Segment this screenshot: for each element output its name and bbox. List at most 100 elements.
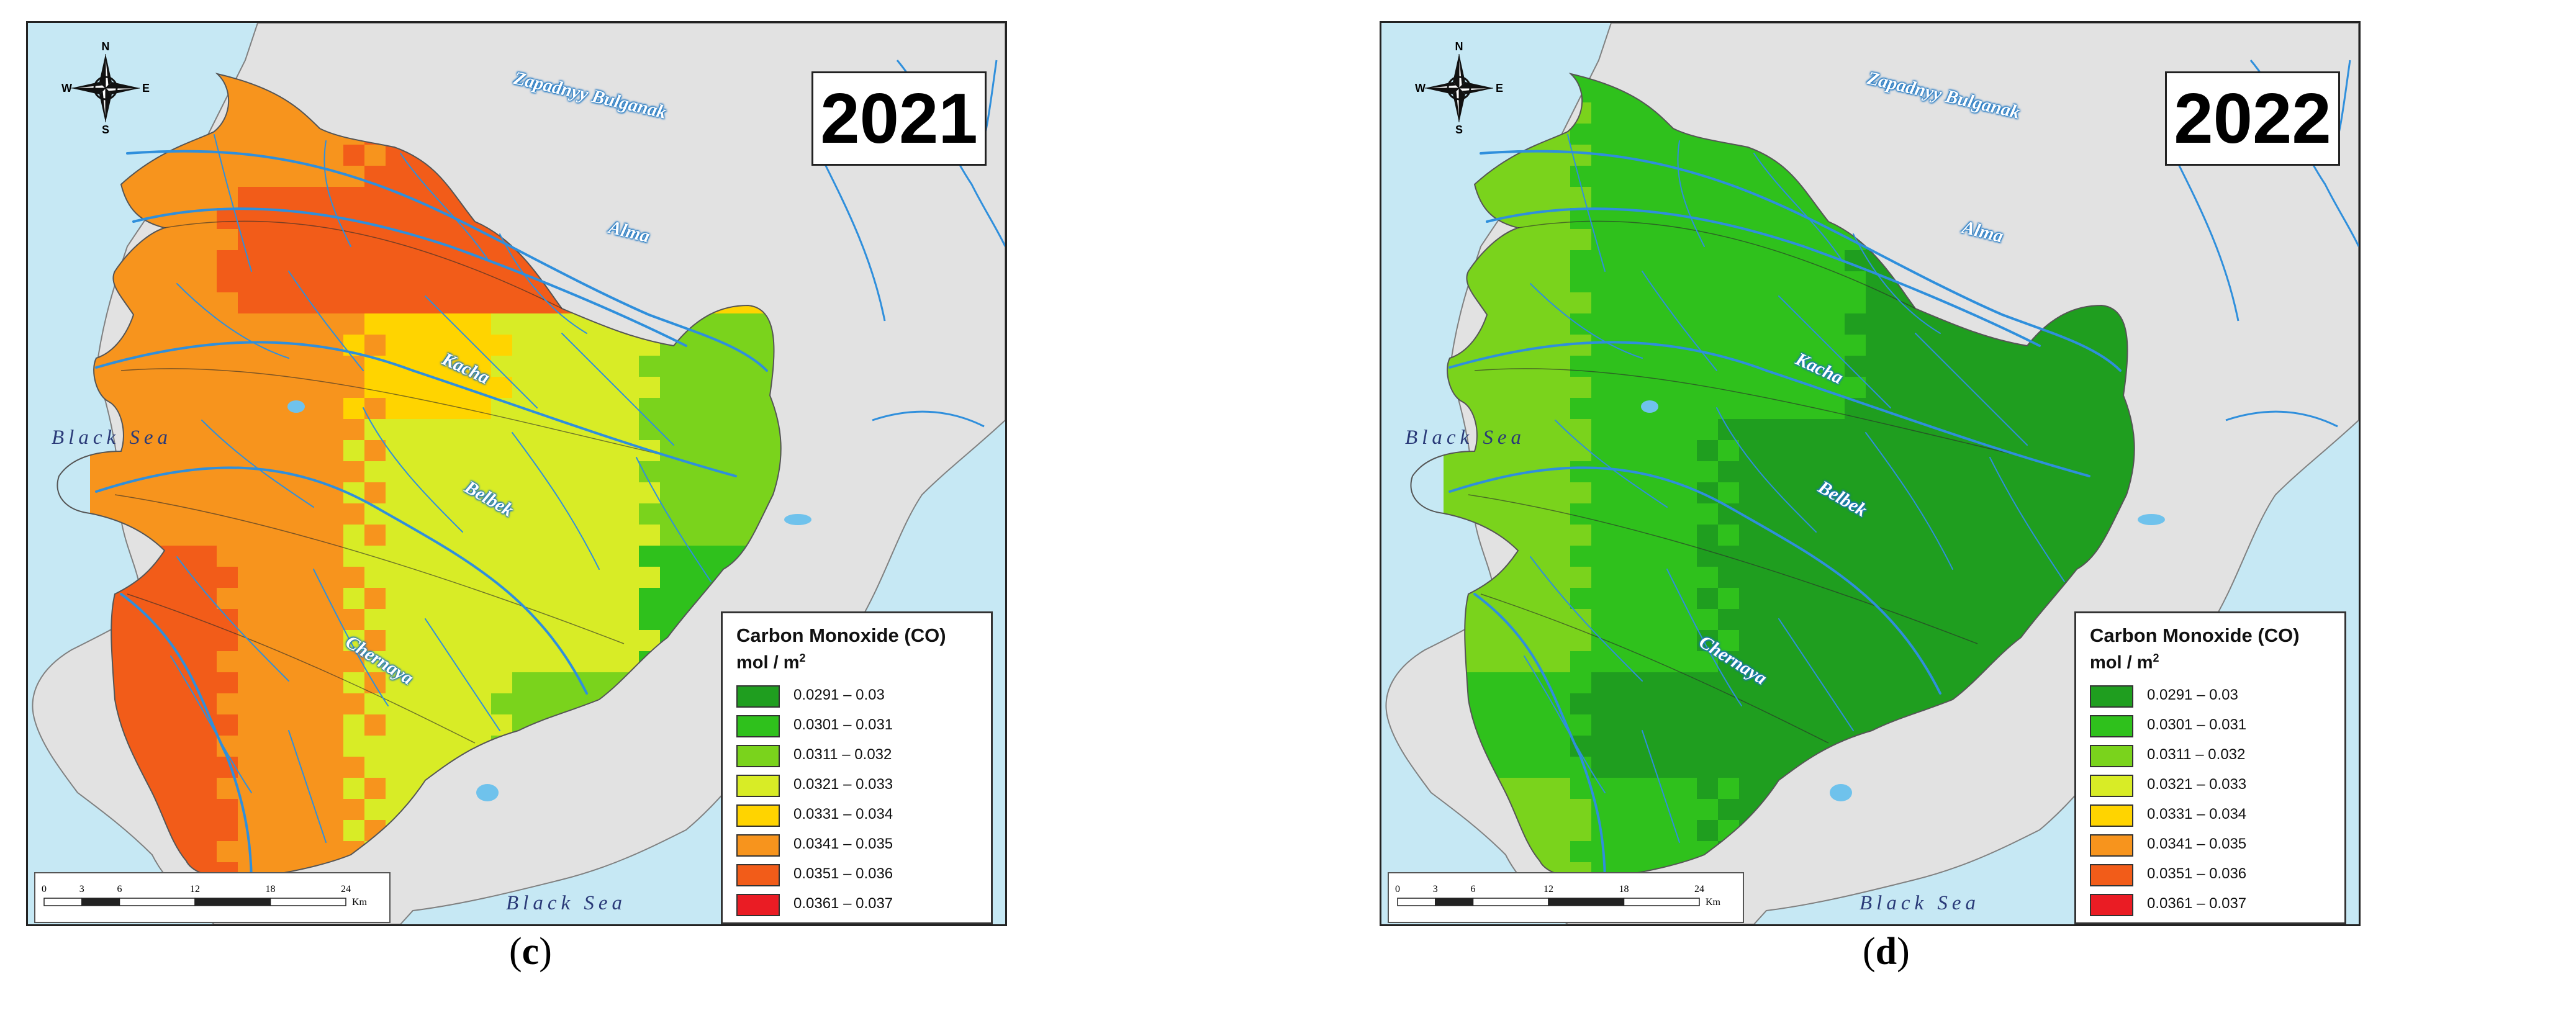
co-cell: [597, 377, 618, 399]
co-cell: [280, 799, 302, 821]
co-cell: [1971, 525, 1993, 546]
scale-segment: [1435, 898, 1474, 906]
co-cell: [238, 651, 260, 673]
co-cell: [153, 736, 175, 757]
co-cell: [407, 461, 428, 483]
co-cell: [132, 398, 154, 420]
co-cell: [1971, 356, 1993, 377]
co-cell: [1802, 630, 1824, 652]
co-cell: [1655, 313, 1676, 335]
co-cell: [1507, 419, 1529, 441]
co-cell: [1739, 757, 1761, 778]
co-cell: [153, 482, 175, 504]
co-cell: [301, 567, 323, 588]
co-cell: [1718, 440, 1740, 462]
north-arrow-compass: N S E W: [1415, 42, 1503, 135]
co-cell: [1824, 461, 1845, 483]
co-cell: [1612, 778, 1634, 800]
co-cell: [1549, 778, 1571, 800]
co-cell: [238, 313, 260, 335]
co-cell: [364, 736, 386, 757]
co-cell: [280, 588, 302, 610]
co-cell: [1824, 482, 1845, 504]
co-cell: [217, 714, 238, 736]
co-cell: [1992, 398, 2014, 420]
co-cell: [449, 292, 471, 314]
co-cell: [1845, 672, 1866, 694]
co-cell: [576, 377, 597, 399]
co-cell: [1528, 630, 1550, 652]
co-cell: [1887, 588, 1909, 610]
co-cell: [407, 208, 428, 230]
co-cell: [491, 461, 513, 483]
co-cell: [1845, 525, 1866, 546]
co-cell: [512, 525, 534, 546]
co-cell: [1549, 377, 1571, 399]
co-cell: [1634, 313, 1655, 335]
co-cell: [1591, 398, 1613, 420]
co-cell: [196, 187, 217, 209]
co-cell: [576, 525, 597, 546]
co-cell: [1676, 546, 1697, 567]
co-cell: [322, 609, 344, 631]
co-cell: [132, 335, 154, 356]
scale-segment: [43, 898, 83, 906]
co-cell: [702, 419, 724, 441]
legend-swatch: [2090, 804, 2133, 827]
legend-label: 0.0351 – 0.036: [793, 865, 893, 882]
sea-label-west: Black Sea: [1405, 426, 1526, 449]
co-cell: [407, 419, 428, 441]
co-cell: [533, 461, 555, 483]
legend-label: 0.0341 – 0.035: [793, 836, 893, 852]
co-cell: [1570, 271, 1592, 293]
co-cell: [280, 736, 302, 757]
co-cell: [1570, 335, 1592, 356]
co-cell: [1781, 651, 1803, 673]
co-cell: [2119, 440, 2135, 462]
co-cell: [1697, 271, 1719, 293]
co-cell: [322, 356, 344, 377]
co-cell: [322, 714, 344, 736]
co-cell: [1697, 145, 1719, 166]
scale-tick-label: 0: [1395, 884, 1400, 894]
co-cell: [153, 356, 175, 377]
co-cell: [1591, 546, 1613, 567]
co-cell: [1444, 482, 1465, 504]
co-cell: [217, 229, 238, 251]
co-cell: [723, 503, 745, 525]
co-cell: [1697, 525, 1719, 546]
co-cell: [491, 609, 513, 631]
co-cell: [1507, 736, 1529, 757]
co-cell: [1612, 736, 1634, 757]
legend-swatch: [736, 804, 780, 827]
co-cell: [2098, 419, 2120, 441]
co-cell: [343, 145, 365, 166]
legend-label: 0.0291 – 0.03: [2147, 687, 2238, 703]
co-cell: [1866, 377, 1887, 399]
co-cell: [1655, 778, 1676, 800]
co-cell: [322, 503, 344, 525]
co-cell: [1992, 482, 2014, 504]
co-cell: [1676, 714, 1697, 736]
co-cell: [1845, 503, 1866, 525]
co-cell: [1486, 630, 1507, 652]
co-cell: [1634, 525, 1655, 546]
co-cell: [1465, 651, 1486, 673]
co-cell: [2098, 313, 2120, 335]
co-cell: [1465, 609, 1486, 631]
co-cell: [259, 799, 281, 821]
co-cell: [702, 546, 724, 567]
co-cell: [1845, 693, 1866, 715]
co-cell: [1676, 693, 1697, 715]
co-cell: [1612, 588, 1634, 610]
co-cell: [259, 757, 281, 778]
co-cell: [217, 567, 238, 588]
co-cell: [681, 525, 703, 546]
co-cell: [1781, 693, 1803, 715]
co-cell: [1824, 313, 1845, 335]
co-cell: [217, 461, 238, 483]
co-cell: [386, 736, 407, 757]
co-cell: [1591, 419, 1613, 441]
co-cell: [470, 335, 492, 356]
co-cell: [1929, 461, 1951, 483]
